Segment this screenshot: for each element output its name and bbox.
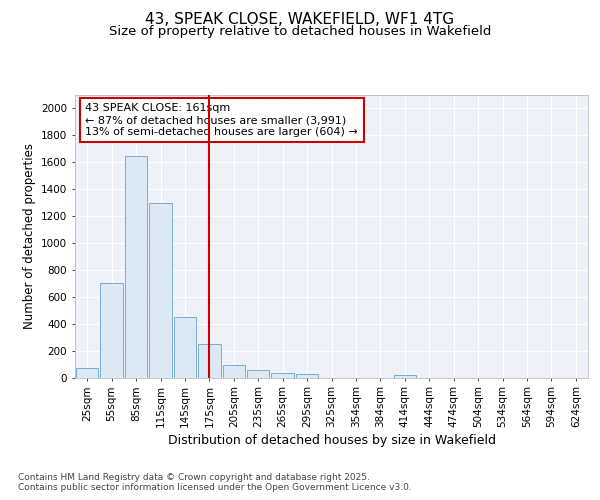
Text: Contains public sector information licensed under the Open Government Licence v3: Contains public sector information licen…	[18, 484, 412, 492]
Bar	[247, 370, 269, 378]
Bar	[198, 344, 221, 378]
Y-axis label: Number of detached properties: Number of detached properties	[23, 143, 35, 329]
Bar	[100, 284, 123, 378]
Bar	[125, 156, 148, 378]
Bar	[173, 317, 196, 378]
Text: 43, SPEAK CLOSE, WAKEFIELD, WF1 4TG: 43, SPEAK CLOSE, WAKEFIELD, WF1 4TG	[145, 12, 455, 28]
Text: Size of property relative to detached houses in Wakefield: Size of property relative to detached ho…	[109, 25, 491, 38]
Bar	[223, 366, 245, 378]
Bar	[296, 374, 319, 378]
Text: Contains HM Land Registry data © Crown copyright and database right 2025.: Contains HM Land Registry data © Crown c…	[18, 472, 370, 482]
Bar	[149, 202, 172, 378]
X-axis label: Distribution of detached houses by size in Wakefield: Distribution of detached houses by size …	[167, 434, 496, 447]
Bar	[271, 374, 294, 378]
Bar	[76, 368, 98, 378]
Bar	[394, 375, 416, 378]
Text: 43 SPEAK CLOSE: 161sqm
← 87% of detached houses are smaller (3,991)
13% of semi-: 43 SPEAK CLOSE: 161sqm ← 87% of detached…	[85, 104, 358, 136]
